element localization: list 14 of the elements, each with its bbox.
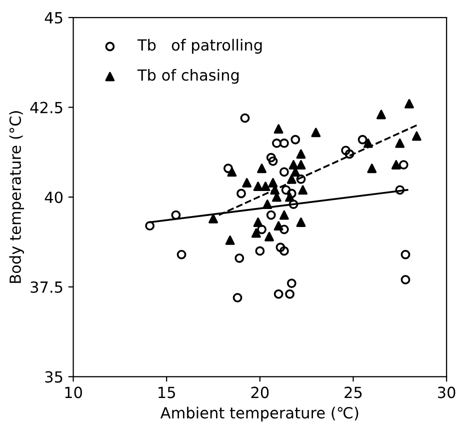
legend-label: Tb of chasing: [137, 68, 239, 84]
y-axis-title: Body temperature (°C): [9, 111, 24, 283]
y-tick-label: 35: [45, 371, 62, 383]
x-axis-title: Ambient temperature (℃): [160, 406, 358, 422]
x-tick-label: 25: [344, 386, 362, 398]
x-tick-label: 20: [251, 386, 269, 398]
y-tick-label: 45: [44, 12, 62, 24]
y-tick-label: 40: [44, 192, 63, 204]
legend-label: Tb of patrolling: [137, 38, 262, 54]
x-tick-label: 10: [65, 386, 82, 398]
y-tick-label: 42.5: [30, 102, 62, 114]
x-tick-label: 15: [158, 386, 175, 398]
y-tick-label: 37.5: [30, 281, 62, 293]
x-tick-label: 30: [438, 386, 456, 398]
